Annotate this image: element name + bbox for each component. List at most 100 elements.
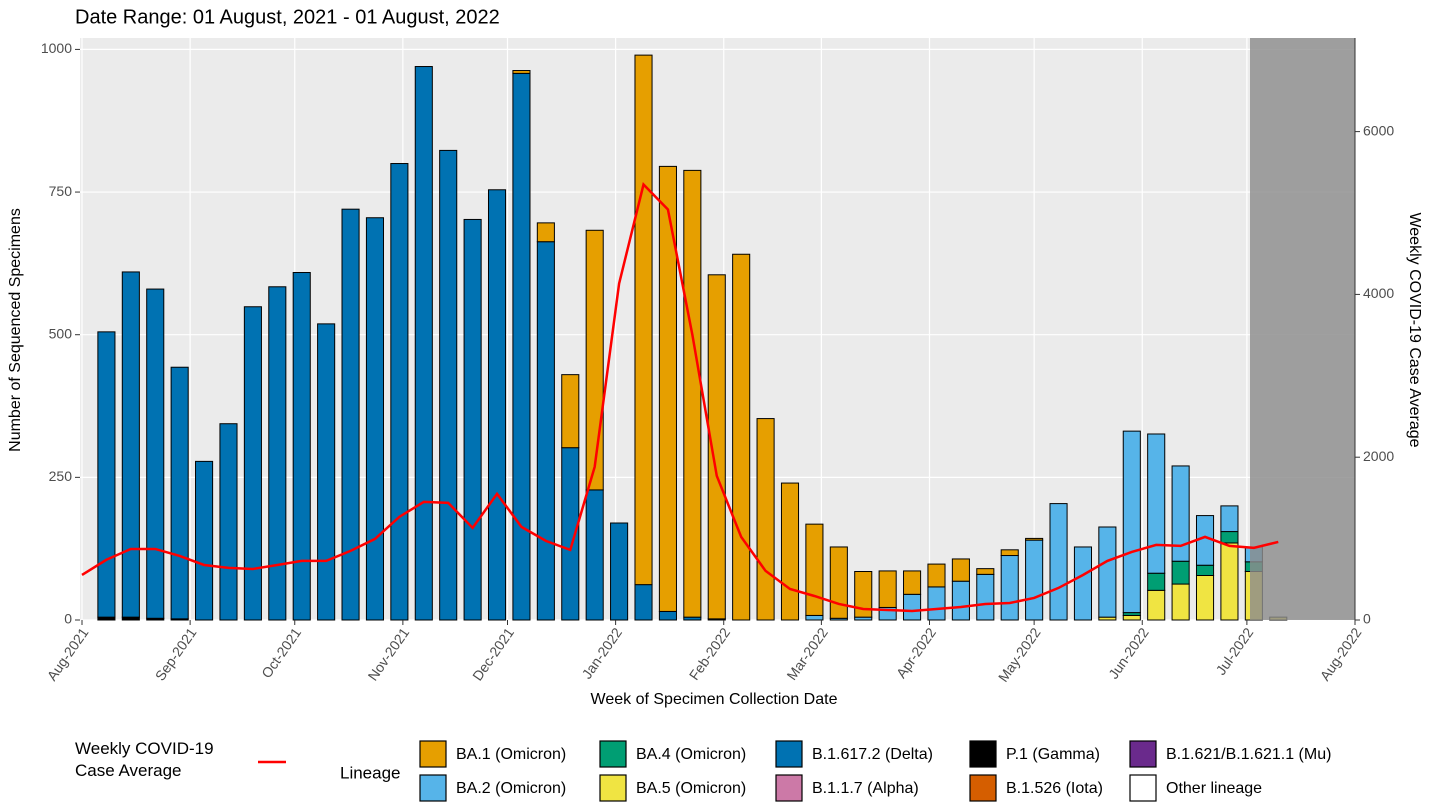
x-tick-label: Jan-2022: [579, 625, 626, 682]
x-tick-label: Dec-2021: [469, 624, 517, 683]
bar-segment: [829, 546, 848, 619]
bar-segment: [1171, 583, 1190, 621]
y2-tick-label: 0: [1363, 611, 1371, 627]
legend-key: [775, 774, 803, 802]
bar-segment: [634, 54, 653, 586]
bar-segment: [1171, 560, 1190, 585]
bar-segment: [1000, 555, 1019, 621]
y-tick-label: 750: [49, 183, 73, 199]
bar-segment: [536, 222, 555, 243]
bar-segment: [1073, 546, 1093, 621]
bar-segment: [634, 584, 653, 621]
y-tick-label: 0: [64, 611, 72, 627]
x-tick-label: Sep-2021: [152, 624, 200, 683]
y-tick-label: 500: [49, 325, 73, 341]
legend-label: P.1 (Gamma): [1006, 746, 1100, 763]
legend-label: Other lineage: [1166, 780, 1262, 797]
bar-segment: [170, 366, 189, 620]
bar-segment: [951, 580, 970, 621]
bar-segment: [195, 460, 214, 621]
bar-segment: [854, 571, 873, 618]
bar-segment: [780, 482, 800, 621]
legend-label: BA.1 (Omicron): [456, 746, 566, 763]
bar-segment: [1220, 531, 1239, 544]
legend-key: [969, 740, 997, 768]
bar-segment: [1195, 574, 1215, 621]
legend-label: B.1.617.2 (Delta): [812, 746, 933, 763]
line-legend-label-box: Weekly COVID-19 Case Average: [75, 739, 214, 780]
bar-segment: [1025, 539, 1044, 621]
legend-key: [775, 740, 803, 768]
bar-segment: [805, 614, 824, 621]
legend-key: [1129, 740, 1157, 768]
bar-segment: [268, 286, 287, 621]
bar-segment: [1025, 537, 1044, 541]
bar-segment: [683, 169, 702, 618]
bar-segment: [219, 423, 238, 621]
bar-segment: [903, 570, 922, 595]
bar-segment: [805, 523, 824, 616]
legend-key: [969, 774, 997, 802]
x-tick-label: Jun-2022: [1105, 625, 1152, 682]
bar-segment: [512, 70, 531, 74]
legend-key: [599, 740, 627, 768]
x-tick-label: Aug-2022: [1317, 624, 1365, 683]
bar-segment: [97, 331, 116, 618]
bar-segment: [439, 149, 458, 621]
bar-segment: [1147, 589, 1166, 621]
legend-key: [419, 774, 447, 802]
x-tick-label: Feb-2022: [686, 624, 734, 682]
x-tick-label: Nov-2021: [364, 624, 412, 683]
bar-segment: [414, 66, 433, 621]
bar-segment: [365, 217, 385, 621]
bar-segment: [1147, 433, 1166, 574]
bar-segment: [292, 272, 311, 621]
bar-segment: [658, 610, 677, 621]
bar-segment: [976, 573, 995, 621]
bar-segment: [1195, 564, 1215, 576]
chart-title: Date Range: 01 August, 2021 - 01 August,…: [75, 6, 500, 28]
bar-segment: [610, 522, 629, 621]
legend-key: [1129, 774, 1157, 802]
bar-segment: [585, 229, 604, 491]
bar-segment: [903, 593, 922, 621]
y-tick-label: 1000: [41, 40, 72, 56]
bar-segment: [146, 288, 165, 619]
bar-segment: [121, 271, 140, 618]
bar-segment: [561, 374, 580, 449]
bar-segment: [951, 558, 970, 582]
bar-segment: [1220, 505, 1239, 533]
legend-label: BA.4 (Omicron): [636, 746, 746, 763]
legend-key: [599, 774, 627, 802]
bar-segment: [1098, 526, 1117, 618]
y-tick-label: 250: [49, 468, 73, 484]
bar-segment: [585, 489, 604, 621]
shaded-region: [1250, 38, 1355, 620]
bar-segment: [243, 306, 262, 621]
x-tick-label: Aug-2021: [44, 624, 92, 683]
case-average-line: [81, 182, 1279, 613]
legend-label: BA.2 (Omicron): [456, 780, 566, 797]
bar-segment: [927, 586, 946, 621]
bar-segment: [1220, 542, 1239, 621]
bar-segment: [390, 163, 409, 621]
x-tick-label: Mar-2022: [783, 624, 831, 682]
y2-tick-label: 6000: [1363, 122, 1394, 138]
x-tick-label: Oct-2021: [258, 624, 304, 681]
bar-segment: [1122, 430, 1141, 614]
bar-segment: [487, 189, 507, 621]
x-tick-label: Apr-2022: [893, 624, 939, 681]
bar-segment: [976, 568, 995, 575]
bar-segment: [1171, 465, 1190, 562]
bar-segment: [707, 274, 726, 620]
legend-label: BA.5 (Omicron): [636, 780, 746, 797]
bar-segment: [1000, 549, 1019, 557]
x-tick-label: Jul-2022: [1212, 624, 1256, 677]
line-legend-label: Weekly COVID-19 Case Average: [75, 739, 214, 780]
legend-key: [419, 740, 447, 768]
bar-segment: [341, 208, 360, 621]
y2-axis-title: Weekly COVID-19 Case Average: [1406, 212, 1423, 447]
bar-segment: [927, 563, 946, 588]
bar-segment: [512, 72, 531, 621]
